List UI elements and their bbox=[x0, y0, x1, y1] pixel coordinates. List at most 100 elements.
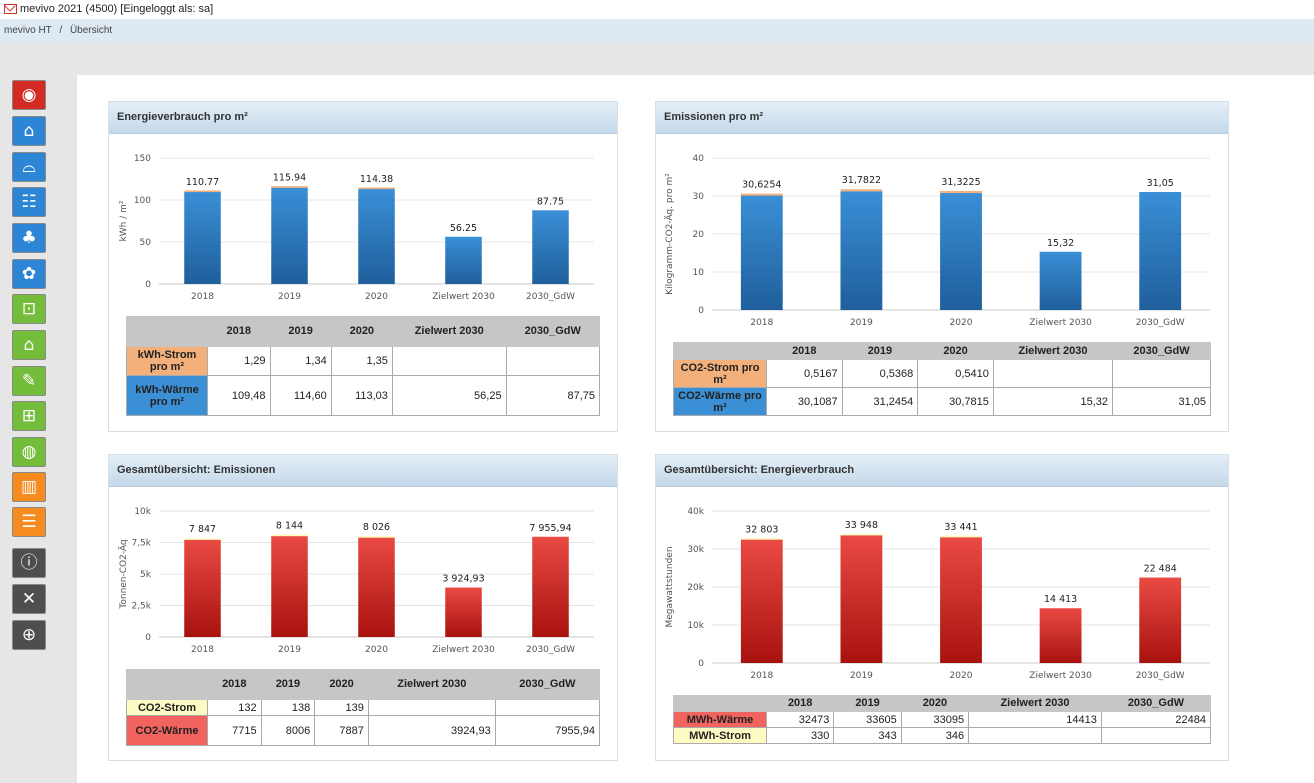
bar-main-zielwert-2030[interactable] bbox=[1039, 251, 1082, 310]
bar-main-2030_gdw[interactable] bbox=[1139, 577, 1182, 663]
bar-top-2018[interactable] bbox=[184, 190, 221, 193]
sidebar-button-sofa[interactable]: ⌓ bbox=[12, 152, 46, 182]
bar-main-zielwert-2030[interactable] bbox=[1039, 608, 1082, 663]
sidebar-button-globe[interactable]: ◍ bbox=[12, 437, 46, 467]
bar-top-2019[interactable] bbox=[271, 186, 308, 188]
table-cell bbox=[992, 359, 1114, 388]
x-tick-label: 2020 bbox=[950, 671, 973, 681]
table-cell: 138 bbox=[260, 699, 316, 716]
window-title-bar: mevivo 2021 (4500) [Eingeloggt als: sa] bbox=[0, 0, 1314, 19]
table-cell: 15,32 bbox=[992, 387, 1114, 416]
sidebar-button-crane[interactable]: ⊞ bbox=[12, 401, 46, 431]
table-cell: 132 bbox=[207, 699, 262, 716]
x-tick-label: 2018 bbox=[191, 645, 214, 655]
bar-main-2020[interactable] bbox=[940, 537, 982, 663]
sidebar-button-eco[interactable]: ✿ bbox=[12, 259, 46, 289]
bar-top-2018[interactable] bbox=[740, 193, 783, 196]
column-header: Zielwert 2030 bbox=[391, 316, 507, 347]
bar-top-2019[interactable] bbox=[840, 189, 883, 192]
fence-icon: ☷ bbox=[21, 191, 37, 212]
bar-main-zielwert-2030[interactable] bbox=[445, 587, 482, 637]
panel-title: Gesamtübersicht: Energieverbrauch bbox=[656, 455, 1228, 487]
sidebar-button-checklist[interactable]: ✎ bbox=[12, 366, 46, 396]
sidebar-button-first-aid[interactable]: ⊕ bbox=[12, 620, 46, 650]
bar-top-2018[interactable] bbox=[740, 538, 783, 540]
table-cell: 31,05 bbox=[1112, 387, 1211, 416]
panel-gesamt-emissionen: Gesamtübersicht: Emissionen Tonnen-CO2-Ä… bbox=[108, 454, 618, 761]
y-axis-label: Megawattstunden bbox=[665, 546, 675, 627]
column-header: 2020 bbox=[330, 316, 393, 347]
bar-main-2030_gdw[interactable] bbox=[532, 536, 569, 637]
sidebar-button-floorplan[interactable]: ⊡ bbox=[12, 294, 46, 324]
data-label: 31,3225 bbox=[941, 177, 980, 188]
table-cell: 7955,94 bbox=[494, 715, 601, 746]
cabinets-icon: ▥ bbox=[20, 476, 38, 497]
table-cell: 30,1087 bbox=[766, 387, 843, 416]
bar-top-2020[interactable] bbox=[358, 187, 395, 190]
bar-main-2018[interactable] bbox=[740, 539, 783, 663]
column-header: 2030_GdW bbox=[1100, 695, 1212, 712]
bar-main-2030_gdw[interactable] bbox=[1139, 192, 1182, 310]
bar-main-2019[interactable] bbox=[840, 535, 883, 663]
sidebar-button-list[interactable]: ☰ bbox=[12, 507, 46, 537]
chart-emissionen-m2: Kilogramm-CO2-Äq. pro m² 0 10 20 30 40 30,6254… bbox=[664, 154, 1210, 328]
chart-gesamt-emissionen: Tonnen-CO2-Äq 0 2,5k 5k 7,5k 10k 7 847 2018 8 14… bbox=[118, 507, 594, 655]
sidebar-button-info[interactable]: ⓘ bbox=[12, 548, 46, 578]
bar-main-2018[interactable] bbox=[740, 195, 783, 310]
y-tick-label: 50 bbox=[140, 238, 152, 248]
bar-top-2020[interactable] bbox=[940, 190, 982, 194]
column-header: 2018 bbox=[765, 695, 835, 712]
bar-main-2020[interactable] bbox=[358, 537, 395, 637]
x-tick-label: 2019 bbox=[278, 645, 301, 655]
y-tick-label: 150 bbox=[134, 154, 151, 164]
y-tick-label: 10k bbox=[134, 507, 151, 517]
bar-top-2020[interactable] bbox=[940, 535, 982, 538]
column-header: 2030_GdW bbox=[505, 316, 601, 347]
sidebar-button-tree-house[interactable]: ♣ bbox=[12, 223, 46, 253]
data-label: 110.77 bbox=[186, 177, 219, 188]
row-label: kWh-Wärme pro m² bbox=[126, 375, 208, 416]
table-cell: 109,48 bbox=[207, 375, 271, 416]
window-title: mevivo 2021 (4500) [Eingeloggt als: sa] bbox=[20, 3, 214, 15]
data-label: 8 144 bbox=[276, 520, 303, 531]
bar-main-2019[interactable] bbox=[840, 191, 883, 310]
bar-main-2020[interactable] bbox=[940, 193, 982, 310]
dashboard-icon: ◉ bbox=[21, 84, 37, 105]
table-cell: 22484 bbox=[1100, 711, 1212, 728]
bar-main-zielwert-2030[interactable] bbox=[445, 236, 482, 284]
data-label: 115.94 bbox=[273, 173, 306, 184]
data-label: 14 413 bbox=[1044, 594, 1077, 605]
table-cell: 330 bbox=[765, 727, 835, 744]
column-header: 2019 bbox=[260, 669, 316, 700]
column-header: Zielwert 2030 bbox=[968, 695, 1102, 712]
x-tick-label: 2018 bbox=[750, 318, 773, 328]
sidebar-button-tools[interactable]: ✕ bbox=[12, 584, 46, 614]
bar-main-2030_gdw[interactable] bbox=[532, 210, 569, 284]
bar-top-2019[interactable] bbox=[840, 533, 883, 536]
bar-main-2019[interactable] bbox=[271, 536, 308, 637]
x-tick-label: Zielwert 2030 bbox=[432, 645, 495, 655]
bar-main-2018[interactable] bbox=[184, 539, 221, 637]
x-tick-label: Zielwert 2030 bbox=[432, 292, 495, 302]
bar-main-2018[interactable] bbox=[184, 192, 221, 284]
sidebar-button-dashboard[interactable]: ◉ bbox=[12, 80, 46, 110]
x-tick-label: 2020 bbox=[365, 645, 388, 655]
sidebar-button-cabinets[interactable]: ▥ bbox=[12, 472, 46, 502]
y-tick-label: 10 bbox=[693, 268, 705, 278]
sidebar-button-fence[interactable]: ☷ bbox=[12, 187, 46, 217]
y-tick-label: 40 bbox=[693, 154, 705, 164]
column-header: 2018 bbox=[766, 342, 843, 360]
panel-title: Emissionen pro m² bbox=[656, 102, 1228, 134]
bar-top-2020[interactable] bbox=[358, 535, 395, 538]
table-row: CO2-Strom 132 138 139 bbox=[126, 699, 601, 716]
breadcrumb-item-home[interactable]: mevivo HT bbox=[4, 25, 52, 36]
y-tick-label: 0 bbox=[145, 280, 151, 290]
bar-top-2018[interactable] bbox=[184, 538, 221, 540]
bar-top-2019[interactable] bbox=[271, 534, 308, 537]
bar-main-2019[interactable] bbox=[271, 187, 308, 284]
bar-main-2020[interactable] bbox=[358, 189, 395, 284]
sidebar-button-house-hand[interactable]: ⌂ bbox=[12, 330, 46, 360]
sidebar-button-building[interactable]: ⌂ bbox=[12, 116, 46, 146]
table-corner bbox=[673, 695, 767, 712]
data-label: 8 026 bbox=[363, 522, 390, 533]
